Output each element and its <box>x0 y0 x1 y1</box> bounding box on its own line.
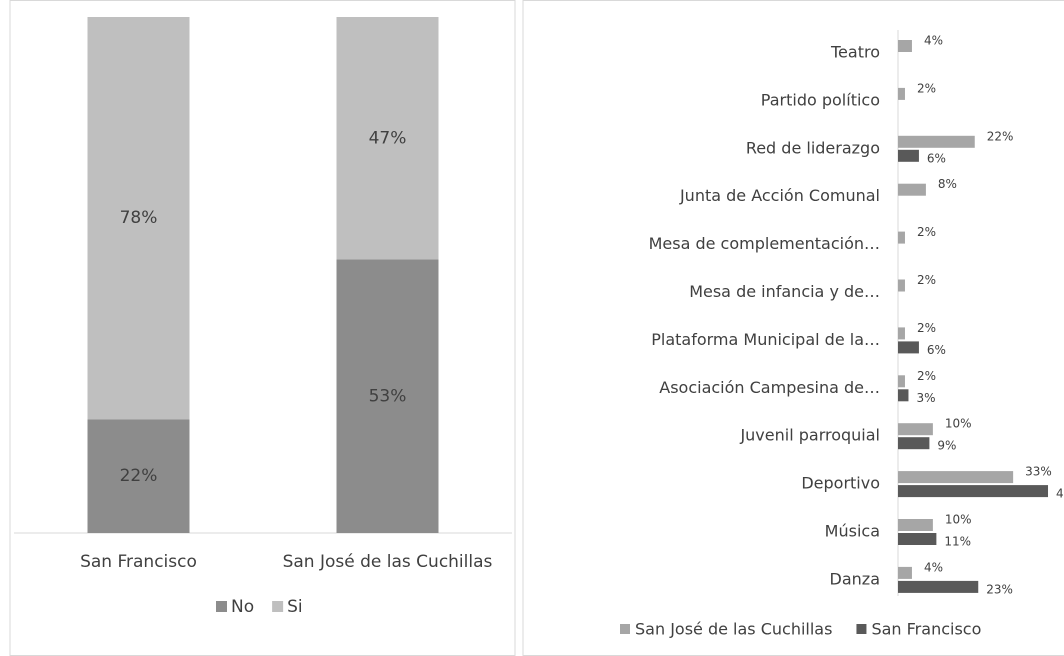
bar <box>898 519 933 531</box>
y-tick-label: Junta de Acción Comunal <box>679 186 880 205</box>
value-label: 4% <box>924 34 943 48</box>
value-label: 53% <box>369 386 407 406</box>
value-label: 11% <box>944 535 971 549</box>
value-label: 4% <box>924 560 943 574</box>
bar-segment <box>87 419 190 533</box>
legend-label: Si <box>287 597 303 617</box>
value-label: 6% <box>927 343 946 357</box>
bar <box>898 327 905 340</box>
bar-segment <box>336 17 439 260</box>
value-label: 6% <box>927 151 946 165</box>
bar <box>898 423 933 436</box>
value-label: 43% <box>1056 487 1064 501</box>
bar-segment <box>336 259 439 533</box>
value-label: 10% <box>945 513 972 527</box>
legend-label: San José de las Cuchillas <box>635 620 832 639</box>
value-label: 2% <box>917 321 936 335</box>
bar <box>898 437 930 450</box>
bar <box>898 279 905 292</box>
y-tick-label: Partido político <box>761 90 880 109</box>
y-tick-label: Asociación Campesina de… <box>659 378 880 397</box>
bar <box>898 389 909 402</box>
bar <box>898 533 937 545</box>
value-label: 3% <box>916 391 935 405</box>
value-label: 2% <box>917 225 936 239</box>
value-label: 9% <box>937 439 956 453</box>
value-label: 78% <box>120 208 158 228</box>
bar <box>898 580 979 593</box>
x-tick-label: San Francisco <box>80 552 197 572</box>
value-label: 33% <box>1025 465 1052 479</box>
legend-swatch <box>856 624 867 634</box>
bar <box>898 485 1049 498</box>
bar <box>898 183 926 196</box>
bar-segment <box>87 17 190 420</box>
bar <box>898 40 912 52</box>
value-label: 8% <box>938 177 957 191</box>
y-tick-label: Juvenil parroquial <box>739 426 880 445</box>
value-label: 22% <box>987 129 1014 143</box>
y-tick-label: Música <box>825 522 880 541</box>
y-tick-label: Teatro <box>830 43 880 62</box>
legend-label: No <box>231 597 254 617</box>
value-label: 2% <box>917 369 936 383</box>
bar <box>898 341 919 354</box>
value-label: 47% <box>369 128 407 148</box>
value-label: 2% <box>917 81 936 95</box>
bar <box>898 471 1014 484</box>
y-tick-label: Deportivo <box>801 474 880 493</box>
bar <box>898 149 919 162</box>
value-label: 10% <box>945 417 972 431</box>
bar <box>898 87 905 100</box>
x-tick-label: San José de las Cuchillas <box>283 552 493 572</box>
y-tick-label: Danza <box>830 569 880 588</box>
value-label: 22% <box>120 466 158 486</box>
bar <box>898 231 905 244</box>
y-tick-label: Plataforma Municipal de la… <box>651 330 880 349</box>
legend-label: San Francisco <box>871 620 981 639</box>
value-label: 2% <box>917 273 936 287</box>
legend-swatch <box>272 601 284 612</box>
legend-swatch <box>216 601 227 612</box>
legend-swatch <box>620 624 630 634</box>
y-tick-label: Mesa de complementación… <box>649 234 880 253</box>
y-tick-label: Mesa de infancia y de… <box>689 282 880 301</box>
bar <box>898 135 975 148</box>
right-panel <box>522 0 1064 656</box>
bar <box>898 375 905 388</box>
value-label: 23% <box>986 582 1013 596</box>
y-tick-label: Red de liderazgo <box>746 138 880 157</box>
bar <box>898 566 912 579</box>
